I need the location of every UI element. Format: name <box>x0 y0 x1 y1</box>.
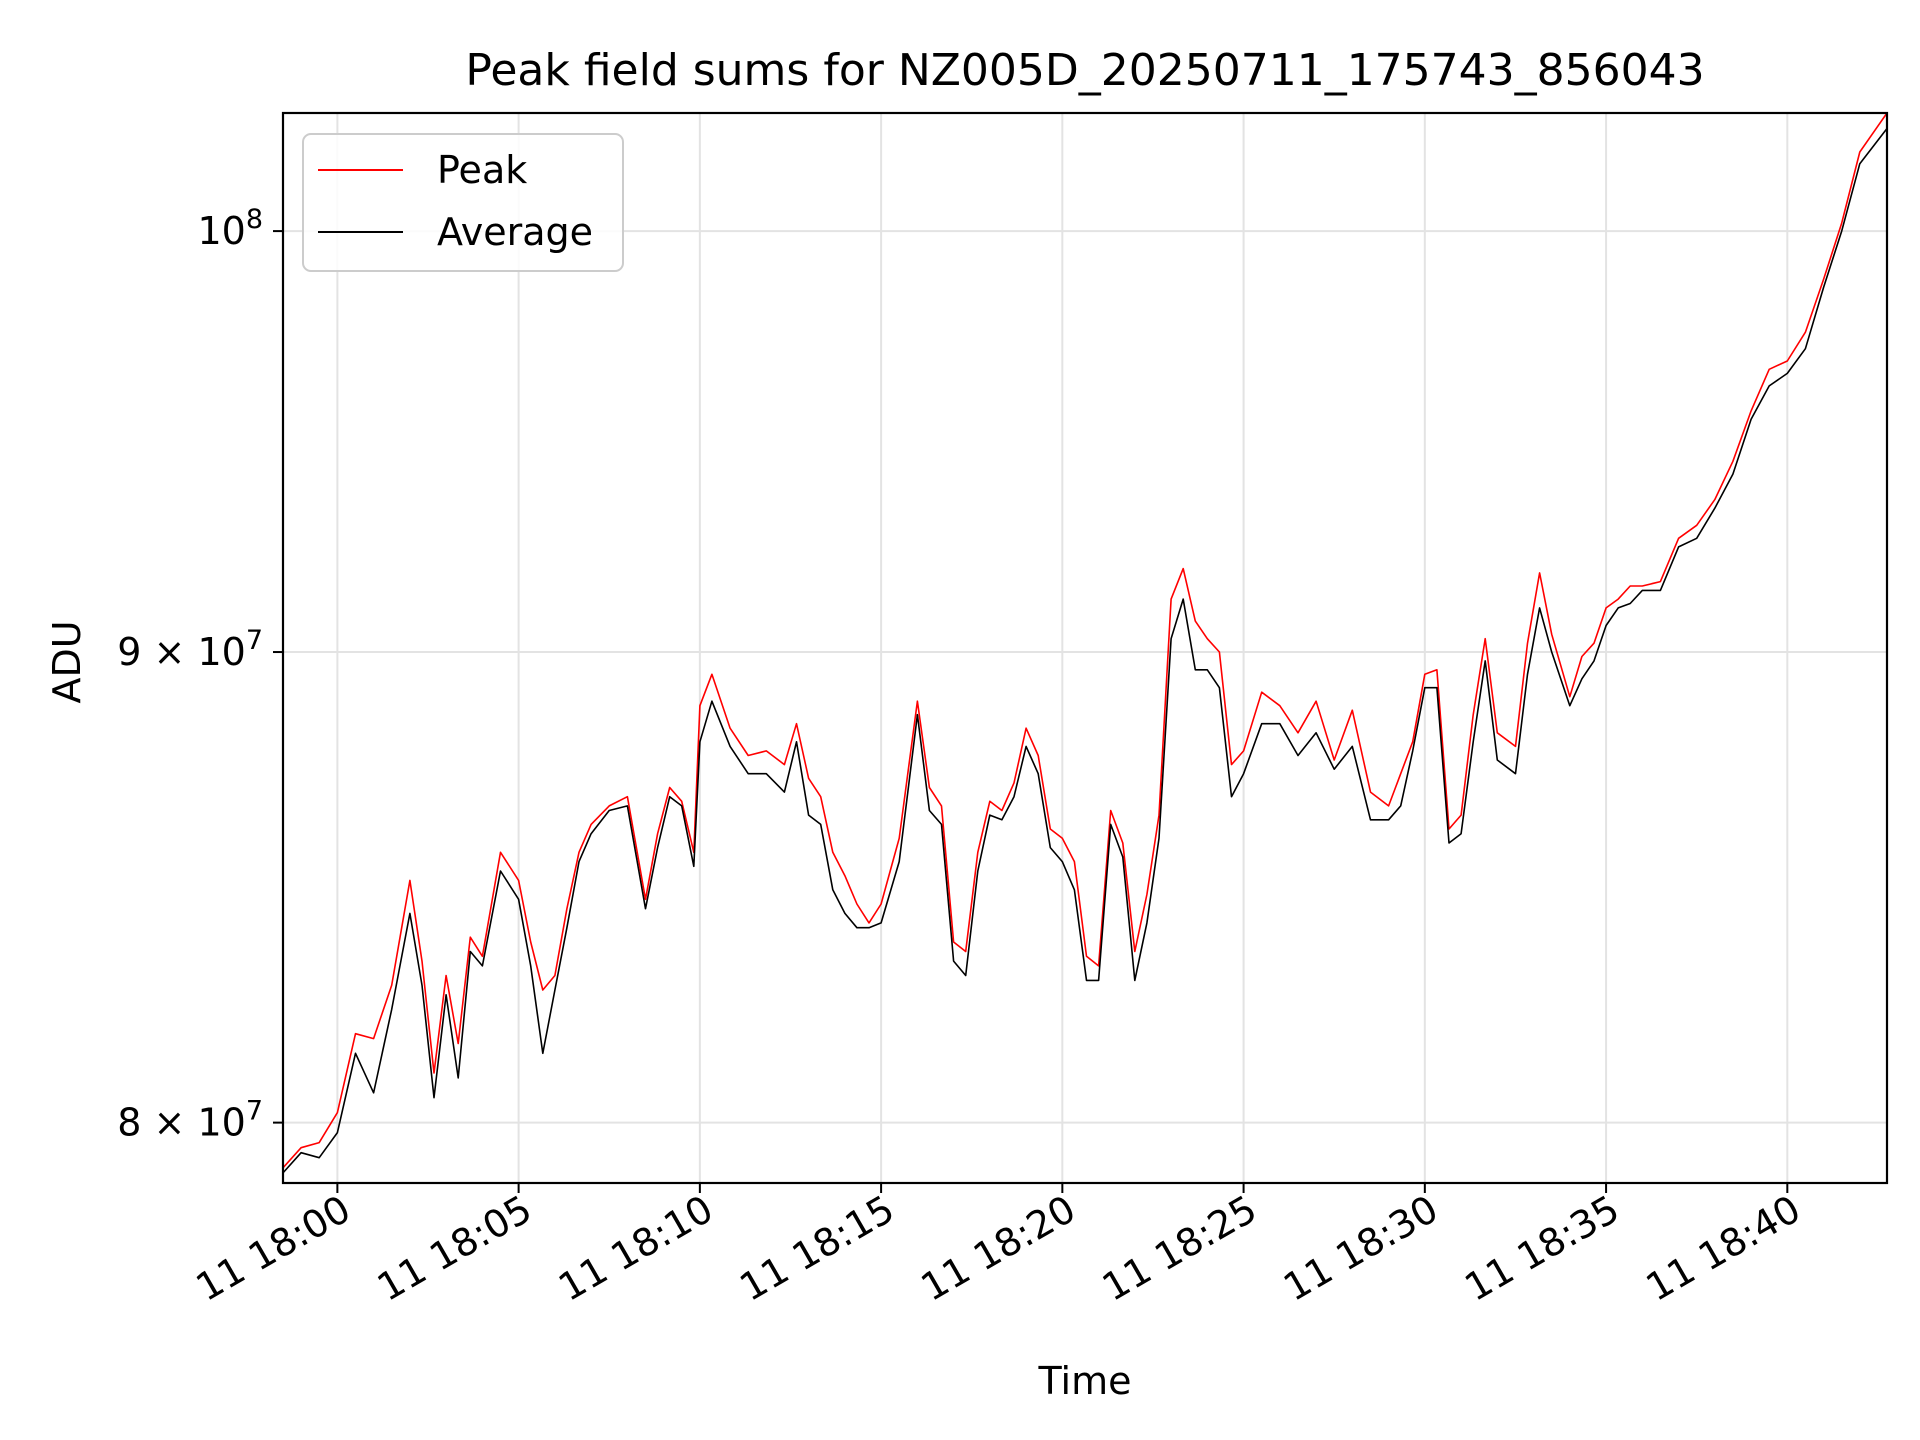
legend-label-average: Average <box>437 210 593 254</box>
plot-frame <box>281 111 1889 1185</box>
chart-title: Peak field sums for NZ005D_20250711_1757… <box>465 45 1704 96</box>
grid <box>283 113 1887 1183</box>
y-axis-label: ADU <box>45 620 89 703</box>
x-axis-label: Time <box>1038 1359 1132 1403</box>
series-layer <box>282 112 1888 1174</box>
series-line-average <box>282 128 1888 1174</box>
legend: Peak Average <box>302 133 624 272</box>
legend-label-peak: Peak <box>437 148 527 192</box>
y-tick-label: 9 × 107 <box>117 625 263 674</box>
series-line-peak <box>282 112 1888 1169</box>
y-tick-label: 8 × 107 <box>117 1096 263 1145</box>
legend-box <box>302 133 624 272</box>
